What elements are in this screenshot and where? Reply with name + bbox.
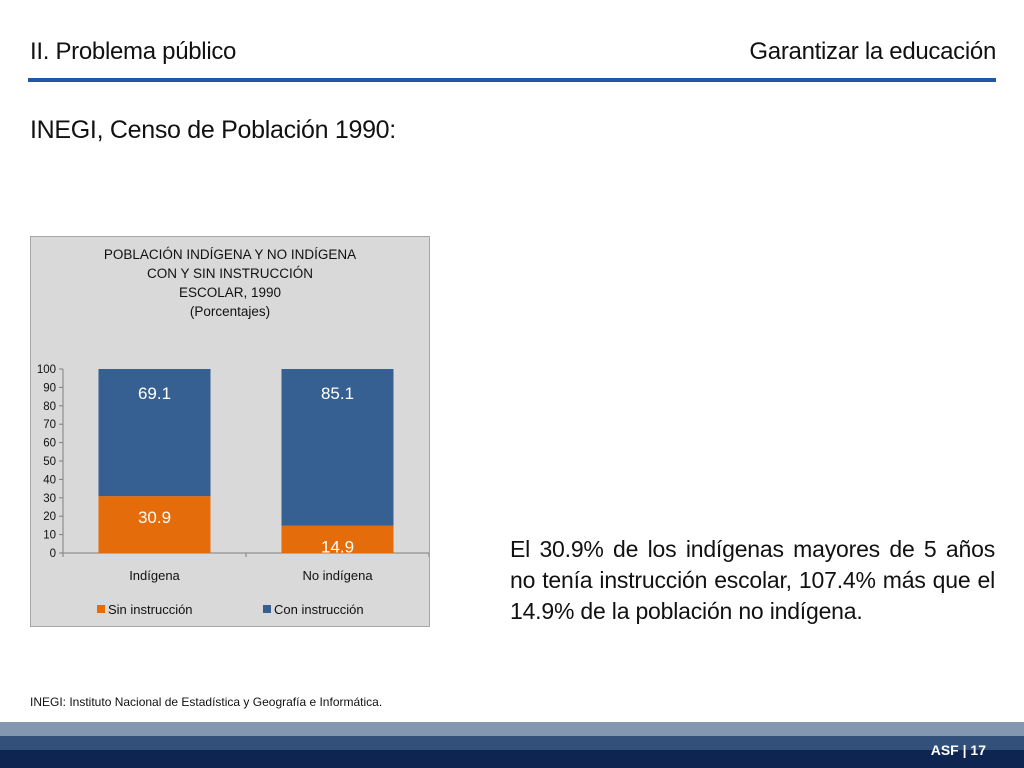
data-label: 30.9 bbox=[138, 508, 171, 527]
y-tick-label: 100 bbox=[37, 364, 56, 376]
y-tick-label: 70 bbox=[43, 419, 56, 431]
footer-band-mid bbox=[0, 736, 1024, 750]
chart-title-line: (Porcentajes) bbox=[189, 304, 271, 319]
y-tick-label: 50 bbox=[43, 456, 56, 468]
page-number-label: ASF | 17 bbox=[930, 742, 986, 758]
footer-band-dark bbox=[0, 750, 1024, 768]
chart-title: POBLACIÓN INDÍGENA Y NO INDÍGENA CON Y S… bbox=[31, 245, 429, 321]
y-tick-label: 60 bbox=[43, 438, 56, 450]
bar-segment bbox=[281, 369, 394, 526]
stacked-bar-chart: 0 10 20 30 40 50 60 70 80 90 100 30.9 69.1 Indígena 14… bbox=[37, 364, 429, 617]
bar-segment bbox=[98, 369, 211, 497]
section-title: II. Problema público bbox=[30, 38, 237, 65]
chart-title-line: CON Y SIN INSTRUCCIÓN bbox=[146, 266, 314, 281]
bar-segment bbox=[281, 525, 394, 553]
data-label: 69.1 bbox=[138, 384, 171, 403]
topic-title: Garantizar la educación bbox=[749, 38, 996, 65]
x-category-label: No indígena bbox=[302, 568, 373, 583]
footnote: INEGI: Instituto Nacional de Estadística… bbox=[30, 695, 383, 709]
legend-label: Con instrucción bbox=[274, 602, 364, 617]
data-label: 85.1 bbox=[321, 384, 354, 403]
y-tick-label: 30 bbox=[43, 493, 56, 505]
source-heading: INEGI, Censo de Población 1990: bbox=[30, 116, 396, 144]
summary-paragraph: El 30.9% de los indígenas mayores de 5 a… bbox=[510, 536, 995, 624]
y-tick-label: 20 bbox=[43, 511, 56, 523]
chart-title-line: ESCOLAR, 1990 bbox=[178, 285, 282, 300]
y-tick-label: 40 bbox=[43, 474, 56, 486]
header-divider bbox=[28, 78, 996, 82]
chart-container: POBLACIÓN INDÍGENA Y NO INDÍGENA CON Y S… bbox=[30, 236, 430, 627]
legend-swatch bbox=[97, 605, 105, 613]
legend-label: Sin instrucción bbox=[108, 602, 193, 617]
y-tick-label: 0 bbox=[50, 548, 56, 560]
x-category-label: Indígena bbox=[129, 568, 180, 583]
legend-swatch bbox=[263, 605, 271, 613]
y-tick-label: 10 bbox=[43, 530, 56, 542]
data-label: 14.9 bbox=[321, 538, 354, 557]
bar-segment bbox=[98, 496, 211, 553]
footer-band-light bbox=[0, 722, 1024, 736]
y-tick-label: 90 bbox=[43, 382, 56, 394]
y-tick-label: 80 bbox=[43, 401, 56, 413]
chart-title-line: POBLACIÓN INDÍGENA Y NO INDÍGENA bbox=[103, 247, 357, 262]
